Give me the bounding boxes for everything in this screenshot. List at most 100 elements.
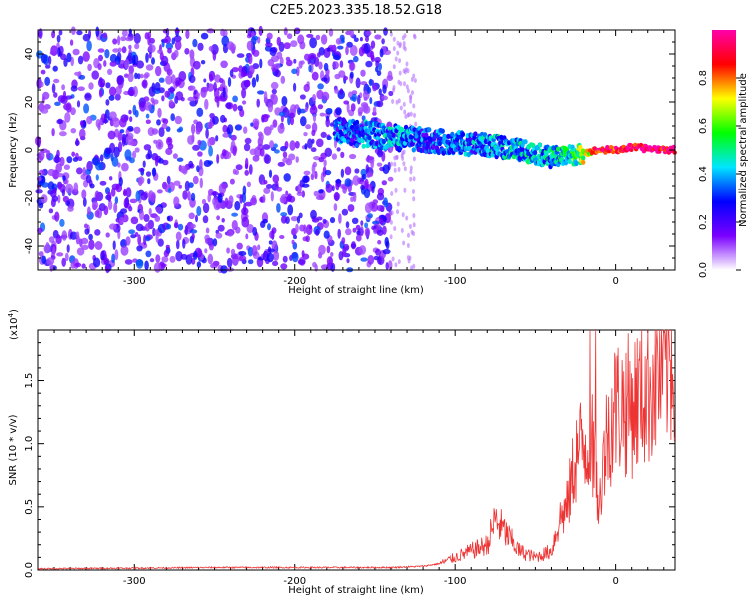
heatmap-cell <box>187 190 191 201</box>
heatmap-cell <box>124 259 133 265</box>
heatmap-cell <box>151 128 159 135</box>
heatmap-cell <box>238 255 247 262</box>
heatmap-cell <box>125 129 130 135</box>
heatmap-cell <box>293 82 297 92</box>
heatmap-cell <box>102 32 108 39</box>
heatmap-cell <box>414 121 418 127</box>
heatmap-cell <box>333 203 338 212</box>
heatmap-cell <box>197 151 203 157</box>
heatmap-cell <box>326 69 330 79</box>
heatmap-cell <box>66 156 73 164</box>
heatmap-cell <box>372 199 379 205</box>
heatmap-cell <box>114 249 119 261</box>
y-tick-label: 1.0 <box>24 436 35 452</box>
heatmap-cell <box>246 181 251 188</box>
heatmap-cell <box>193 250 198 260</box>
heatmap-cell <box>227 230 234 237</box>
heatmap-cell <box>282 157 290 163</box>
heatmap-cell <box>349 153 357 160</box>
heatmap-cell <box>147 36 151 46</box>
heatmap-cell <box>277 161 285 167</box>
heatmap-cell <box>165 147 173 156</box>
heatmap-cell <box>166 215 171 222</box>
snr-series-line <box>37 329 676 571</box>
heatmap-cell <box>364 227 371 237</box>
heatmap-cell <box>91 70 99 80</box>
heatmap-cell <box>200 87 207 98</box>
heatmap-cell <box>139 209 144 221</box>
heatmap-cell <box>71 151 76 157</box>
heatmap-cell <box>276 36 281 47</box>
heatmap-cell <box>262 144 271 150</box>
heatmap-cell <box>166 223 172 230</box>
heatmap-cell <box>293 58 297 64</box>
heatmap-cell <box>413 112 416 118</box>
heatmap-cell <box>129 116 133 123</box>
heatmap-cell <box>266 184 273 189</box>
colorbar-tick-label: 0.6 <box>698 118 709 134</box>
heatmap-cell <box>153 139 158 144</box>
heatmap-cell <box>347 204 355 212</box>
heatmap-cell <box>125 36 134 42</box>
heatmap-cell <box>105 264 110 274</box>
heatmap-cell <box>207 122 213 129</box>
heatmap-cell <box>272 250 280 261</box>
heatmap-cell <box>353 37 359 43</box>
heatmap-cell <box>109 223 117 230</box>
heatmap-cell <box>42 54 49 65</box>
heatmap-cell <box>87 206 91 216</box>
heatmap-cell <box>117 132 123 142</box>
heatmap-cell <box>236 242 243 250</box>
heatmap-cell <box>262 114 271 119</box>
heatmap-cell <box>81 189 87 199</box>
colorbar-gradient <box>712 30 736 270</box>
heatmap-cell <box>346 41 353 48</box>
heatmap-cell <box>341 237 346 245</box>
heatmap-cell <box>366 156 375 161</box>
heatmap-cell <box>170 74 176 85</box>
heatmap-cell <box>177 223 184 231</box>
heatmap-cell <box>145 64 154 71</box>
heatmap-cell <box>264 154 271 164</box>
heatmap-cell <box>266 252 274 263</box>
heatmap-cell <box>208 145 214 157</box>
heatmap-cell <box>409 176 413 182</box>
x-tick-label: -200 <box>283 576 306 587</box>
heatmap-cell <box>50 189 57 198</box>
heatmap-cell <box>413 78 417 83</box>
heatmap-cell <box>82 166 86 176</box>
heatmap-cell <box>269 124 274 131</box>
heatmap-cell <box>222 87 226 98</box>
heatmap-cell <box>321 91 330 102</box>
heatmap-cell <box>79 128 86 139</box>
heatmap-cell <box>383 27 388 36</box>
heatmap-cell <box>182 238 186 249</box>
heatmap-cell <box>54 101 61 107</box>
heatmap-cell <box>332 46 337 51</box>
x-tick-label: -300 <box>123 276 146 287</box>
heatmap-cell <box>175 231 182 241</box>
heatmap-cell <box>158 158 164 164</box>
heatmap-cell <box>289 140 296 151</box>
heatmap-cell <box>158 77 165 83</box>
heatmap-cell <box>240 71 246 78</box>
heatmap-cell <box>176 239 180 250</box>
heatmap-cell <box>403 46 407 52</box>
heatmap-cell <box>362 103 369 113</box>
colorbar: 0.0 0.2 0.4 0.6 0.8 Normalized spectral ampl… <box>698 30 749 278</box>
heatmap-cell <box>257 90 265 95</box>
heatmap-cell <box>279 196 287 204</box>
heatmap-cell <box>125 187 132 198</box>
heatmap-cell <box>379 48 384 58</box>
heatmap-cell <box>296 66 300 77</box>
heatmap-cell <box>88 239 95 250</box>
heatmap-cell <box>112 48 120 53</box>
heatmap-cell <box>219 77 224 84</box>
heatmap-cell <box>59 131 67 137</box>
heatmap-cell <box>220 114 226 123</box>
heatmap-cell <box>145 113 150 119</box>
heatmap-cell <box>117 35 121 46</box>
heatmap-cell <box>359 37 363 42</box>
heatmap-cell <box>196 165 200 173</box>
heatmap-cell <box>402 149 406 155</box>
